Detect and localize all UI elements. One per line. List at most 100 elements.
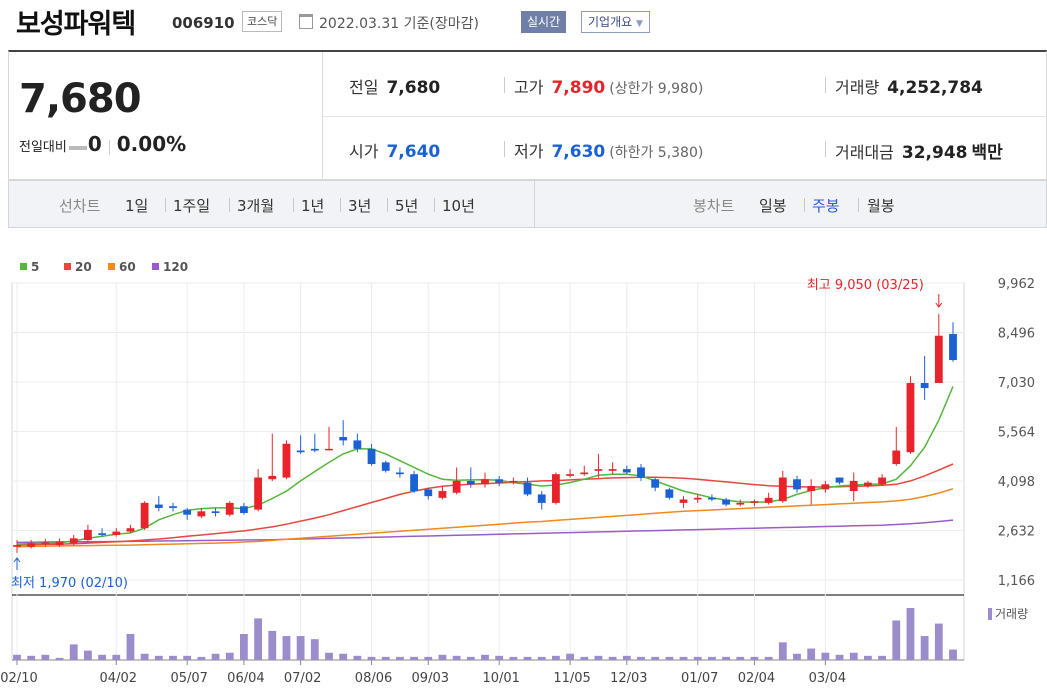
divider (340, 198, 341, 212)
trade-value-label: 거래대금 (835, 143, 894, 162)
tab-5y[interactable]: 5년 (395, 197, 419, 215)
prev-close: 전일 7,680 (349, 74, 440, 98)
candle-body (211, 511, 220, 514)
tab-10y[interactable]: 10년 (442, 197, 475, 215)
tab-monthly[interactable]: 월봉 (867, 197, 895, 215)
divider (504, 77, 505, 93)
candle-body (41, 542, 50, 544)
tab-daily[interactable]: 일봉 (759, 197, 787, 215)
volume-bar (254, 618, 262, 660)
candle-body (693, 497, 702, 500)
volume-bar (892, 620, 901, 660)
chart-period-tabs: 선차트 1일 1주일 3개월 1년 3년 5년 10년 봉차트 일봉 주봉 월봉 (8, 180, 1047, 228)
candle-body (183, 509, 192, 515)
trade-value-amount: 32,948 (901, 143, 968, 163)
candle-chart-label: 봉차트 (693, 197, 735, 215)
volume-bar (637, 656, 645, 660)
volume-legend-swatch (988, 608, 992, 620)
candle-body (13, 545, 21, 547)
tab-3m[interactable]: 3개월 (237, 197, 275, 215)
high-arrow (935, 294, 943, 308)
volume-bar (750, 656, 759, 660)
candle-body (353, 440, 362, 449)
volume-bar (778, 642, 787, 660)
legend-swatch (108, 263, 115, 270)
y-tick-label: 9,962 (998, 277, 1035, 292)
candle-body (622, 469, 631, 473)
candle-body (580, 472, 589, 475)
candle-body (310, 448, 319, 451)
date-value: 2022.03.31 (319, 16, 400, 32)
x-tick-label: 10/01 (482, 671, 519, 686)
candle-body (169, 506, 177, 508)
candle-body (537, 494, 546, 503)
company-overview-dropdown[interactable]: 기업개요 ▼ (581, 11, 650, 33)
candle-body (325, 448, 333, 451)
legend-label: 5 (31, 260, 39, 274)
trade-value-unit: 백만 (971, 143, 1003, 163)
volume-bar (523, 656, 532, 660)
high-value: 7,890 (551, 78, 606, 98)
candle-body (651, 479, 660, 488)
candle-body (934, 335, 943, 384)
legend-swatch (64, 263, 71, 270)
volume-bar (537, 656, 546, 660)
divider (825, 141, 826, 157)
tab-1y[interactable]: 1년 (301, 197, 325, 215)
ma-5-line (16, 386, 954, 545)
low-arrow (13, 557, 21, 570)
volume-label: 거래량 (995, 607, 1028, 621)
current-price-box: 7,680 전일대비 0 0.00% (9, 52, 323, 180)
candle-body (509, 480, 518, 483)
open-price: 시가 7,640 (349, 138, 440, 162)
volume-bar (41, 654, 50, 660)
candle-body (722, 499, 730, 505)
candle-body (637, 467, 645, 478)
y-tick-label: 8,496 (998, 327, 1035, 342)
x-tick-label: 12/03 (610, 671, 647, 686)
volume-bar (140, 653, 149, 660)
tab-1d[interactable]: 1일 (125, 197, 149, 215)
tab-3y[interactable]: 3년 (348, 197, 372, 215)
volume-bar (481, 654, 489, 660)
divider (434, 198, 435, 212)
volume-bar (211, 653, 220, 660)
volume-bar (396, 656, 404, 660)
divider (534, 181, 535, 227)
tab-weekly[interactable]: 주봉 (812, 197, 840, 215)
plot-frame (11, 282, 965, 661)
realtime-button[interactable]: 실시간 (521, 11, 567, 33)
candle-body (906, 383, 915, 453)
volume-bar (69, 644, 78, 660)
volume-bar (84, 650, 92, 660)
high-annotation: 최고 9,050 (03/25) (807, 278, 924, 293)
volume-bar (864, 655, 872, 660)
low-value: 7,630 (551, 142, 606, 162)
candle-body (424, 489, 433, 497)
volume-bar (622, 655, 631, 660)
tab-1w[interactable]: 1주일 (173, 197, 211, 215)
calendar-icon (299, 14, 313, 29)
candle-body (367, 448, 376, 465)
divider (322, 116, 1047, 117)
volume-bar (268, 630, 277, 660)
candle-body (452, 480, 461, 493)
stock-name: 보성파워텍 (16, 9, 136, 40)
candle-body (27, 543, 36, 547)
volume-bar (183, 655, 192, 660)
legend-label: 120 (163, 260, 188, 274)
ma-120-line (16, 519, 954, 544)
candle-body (240, 506, 248, 514)
x-tick-label: 03/04 (809, 671, 846, 686)
divider (825, 77, 826, 93)
volume-bar (381, 656, 390, 660)
divider (387, 198, 388, 212)
current-price: 7,680 (19, 76, 142, 122)
volume-bar (452, 655, 461, 660)
x-tick-label: 02/10 (0, 671, 37, 686)
candle-body (197, 511, 206, 517)
volume-bar (197, 656, 206, 660)
divider (504, 141, 505, 157)
trade-value: 거래대금 32,948 백만 (825, 138, 1003, 163)
open-label: 시가 (349, 142, 379, 161)
